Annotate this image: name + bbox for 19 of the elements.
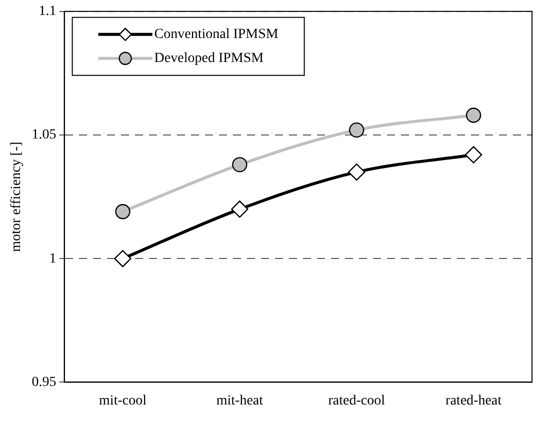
- point: [464, 146, 482, 164]
- point: [115, 204, 130, 220]
- x-tick-label: rated-heat: [446, 393, 502, 408]
- point: [232, 157, 248, 172]
- point: [231, 200, 248, 218]
- legend-label: Developed IPMSM: [154, 51, 264, 66]
- y-tick-label: 1.05: [32, 128, 56, 143]
- x-tick-label: mit-cool: [99, 393, 147, 408]
- point: [466, 108, 482, 123]
- x-tick-label: rated-cool: [328, 393, 386, 408]
- point: [349, 122, 364, 138]
- y-axis-title: motor efficiency [-]: [9, 142, 24, 252]
- y-tick-label: 0.95: [32, 374, 56, 390]
- y-tick-label: 1.1: [38, 4, 56, 20]
- legend-label: Conventional IPMSM: [154, 27, 279, 42]
- y-tick-label: 1: [49, 251, 56, 266]
- point: [348, 163, 366, 181]
- x-tick-label: mit-heat: [216, 393, 264, 408]
- point: [114, 250, 132, 268]
